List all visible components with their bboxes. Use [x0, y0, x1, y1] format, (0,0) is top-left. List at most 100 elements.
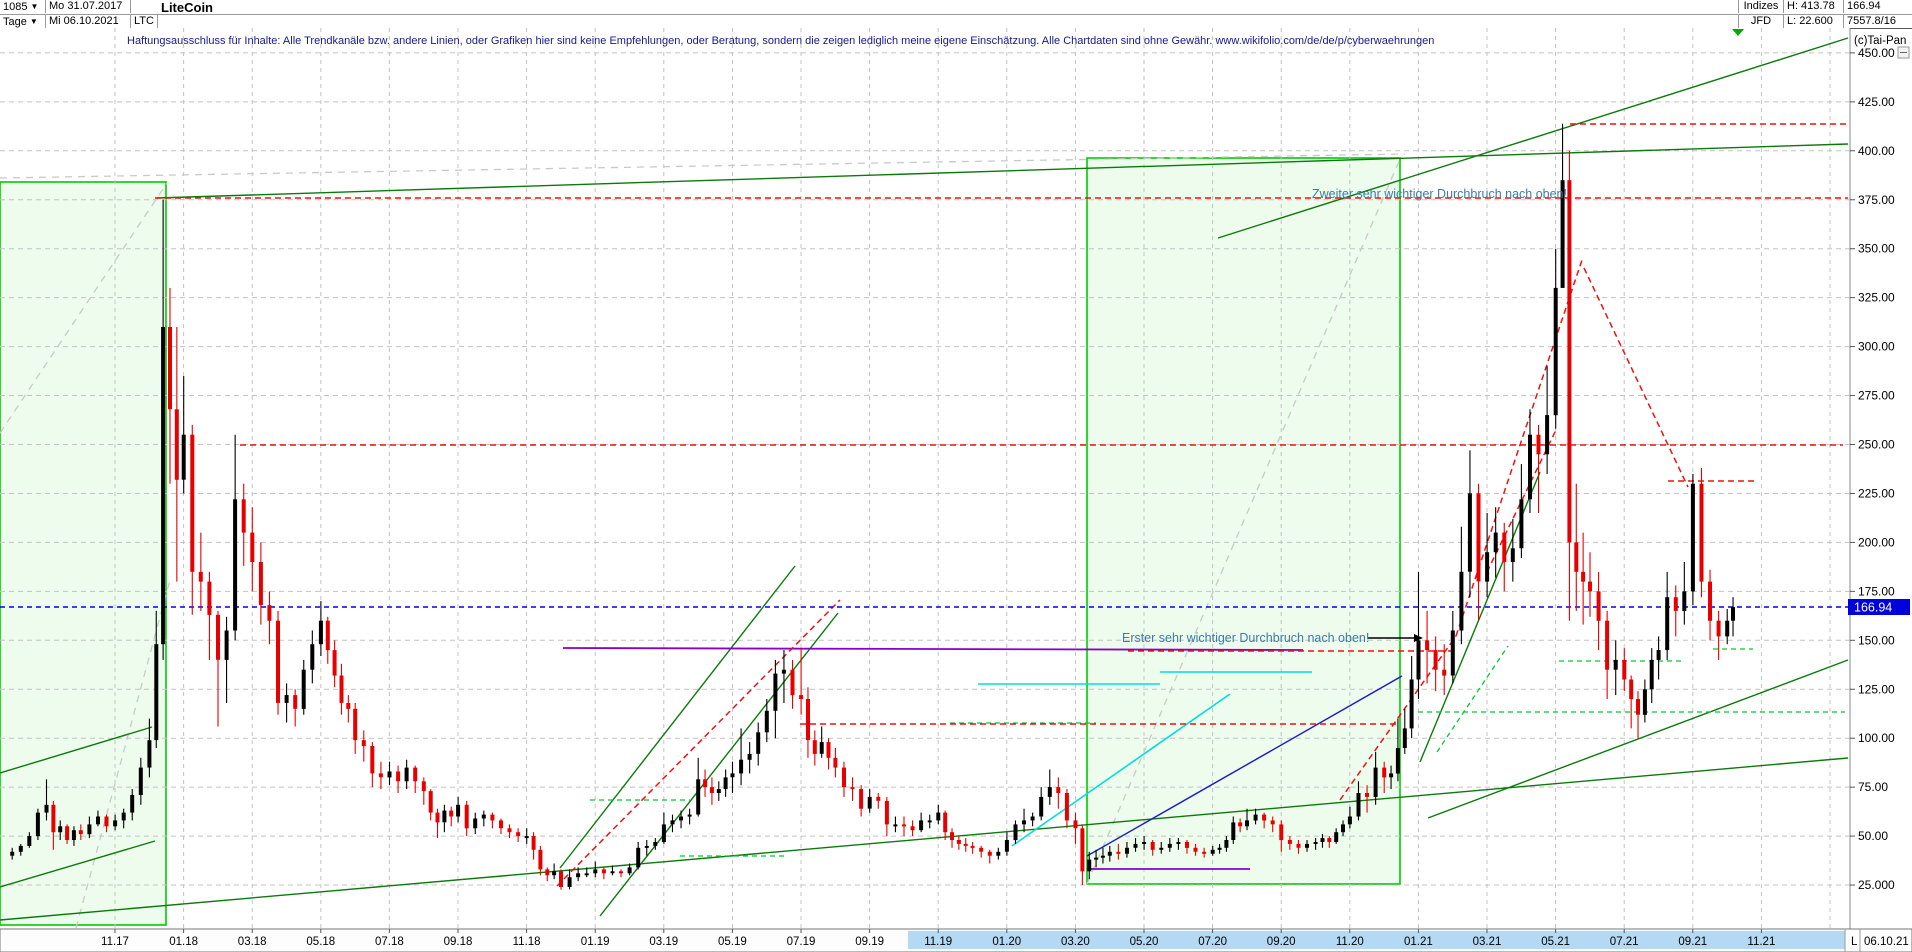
- x-tick-label: 09.19: [855, 936, 884, 948]
- candle-body: [1502, 532, 1507, 562]
- period-value: Tage: [3, 16, 27, 28]
- candle-body: [1528, 434, 1532, 500]
- candle-body: [1210, 849, 1215, 854]
- x-tick-label: 11.18: [513, 936, 541, 948]
- candle-body: [552, 871, 557, 876]
- candle-body: [1296, 843, 1301, 848]
- x-tick-label: 11.20: [1336, 936, 1364, 948]
- candle-body: [1519, 499, 1524, 549]
- candle-body: [181, 434, 186, 480]
- chevron-down-icon: ▼: [29, 17, 38, 26]
- candle-body: [670, 820, 675, 825]
- candle-body: [1673, 597, 1678, 611]
- candle-body: [876, 796, 881, 801]
- red-dashed-level: [1455, 259, 1583, 637]
- volume-header: 7557.8/16: [1843, 15, 1912, 28]
- candle-body: [601, 869, 606, 874]
- candle-body: [1699, 483, 1704, 582]
- candle-body: [1567, 180, 1572, 543]
- candle-body: [1373, 767, 1378, 797]
- plot-area: [0, 28, 1850, 929]
- candle-body: [35, 812, 40, 837]
- last-price-header: 166.94: [1843, 0, 1912, 13]
- candle-body: [1605, 620, 1610, 670]
- candle-body: [284, 695, 289, 703]
- candle-body: [161, 327, 166, 645]
- red-dashed-level: [556, 599, 841, 887]
- candle-body: [1642, 689, 1647, 715]
- candle-body: [627, 867, 632, 874]
- y-tick-label: 350.00: [1858, 242, 1895, 256]
- candle-body: [996, 851, 1001, 856]
- candle-body: [610, 871, 615, 874]
- candle-body: [1039, 796, 1044, 817]
- candle-body: [130, 795, 135, 813]
- candle-body: [970, 845, 975, 848]
- candle-body: [619, 871, 623, 874]
- candle-body: [456, 804, 461, 817]
- y-tick-label: 50.00: [1858, 829, 1888, 843]
- candle-body: [464, 804, 469, 829]
- bars-count-value: 1085: [3, 1, 28, 13]
- gray-dashed-trendline: [1086, 158, 1401, 885]
- gray-dashed-trendline: [0, 182, 168, 434]
- candle-body: [756, 732, 761, 754]
- green-trendline: [0, 840, 156, 888]
- candle-body: [1425, 640, 1430, 651]
- candle-body: [576, 873, 581, 878]
- candle-body: [207, 581, 212, 615]
- candle-body: [884, 800, 889, 825]
- candle-body: [1545, 415, 1550, 455]
- breakout-arrow-head: [1414, 634, 1423, 642]
- candle-body: [644, 845, 649, 848]
- period-dropdown[interactable]: Tage ▼: [0, 15, 46, 28]
- candle-body: [404, 767, 409, 782]
- candle-body: [104, 816, 109, 827]
- x-tick-label: 01.21: [1404, 936, 1433, 948]
- candle-body: [833, 757, 838, 768]
- annotation-second-breakout: Zweiter sehr wichtiger Durchbruch nach o…: [1312, 187, 1567, 201]
- candle-body: [1238, 822, 1243, 827]
- candle-body: [1682, 591, 1687, 611]
- candle-body: [1094, 857, 1099, 860]
- candle-body: [1193, 847, 1198, 852]
- candle-body: [276, 620, 280, 703]
- gray-dashed-trendline: [75, 579, 171, 929]
- green-trendline: [559, 565, 796, 869]
- red-dashed-level: [1486, 429, 1557, 573]
- candle-body: [473, 818, 478, 829]
- candle-body: [174, 409, 179, 480]
- candle-body: [950, 832, 954, 840]
- y-tick-label: 75.00: [1858, 780, 1888, 794]
- candle-body: [1073, 820, 1078, 829]
- candle-body: [1159, 847, 1164, 850]
- x-tick-label: 11.17: [101, 936, 129, 948]
- x-tick-label: 05.20: [1130, 936, 1159, 948]
- candle-body: [1262, 814, 1267, 821]
- candle-body: [1245, 820, 1249, 827]
- candle-body: [1416, 640, 1421, 680]
- candle-body: [241, 499, 246, 533]
- symbol-label: LTC: [131, 15, 158, 28]
- candle-body: [1150, 842, 1155, 850]
- candle-body: [1536, 434, 1541, 455]
- candle-body: [963, 843, 968, 846]
- candle-body: [1133, 843, 1138, 848]
- candle-body: [764, 710, 769, 733]
- candle-body: [936, 812, 941, 821]
- green-trendline: [0, 726, 153, 774]
- candle-body: [378, 773, 383, 778]
- candle-body: [413, 767, 418, 782]
- blue-trendline: [1086, 675, 1403, 857]
- candle-body: [1433, 650, 1438, 670]
- candle-body: [910, 826, 915, 831]
- end-date-label: Mi 06.10.2021: [46, 15, 131, 28]
- candle-body: [956, 840, 961, 844]
- y-tick-label: 175.00: [1858, 584, 1895, 598]
- bars-count-dropdown[interactable]: 1085 ▼: [0, 0, 46, 13]
- candle-body: [1708, 581, 1712, 621]
- candle-body: [1253, 814, 1258, 821]
- chart-header: 1085 ▼ Mo 31.07.2017 LiteCoin Indizes H:…: [0, 0, 1912, 29]
